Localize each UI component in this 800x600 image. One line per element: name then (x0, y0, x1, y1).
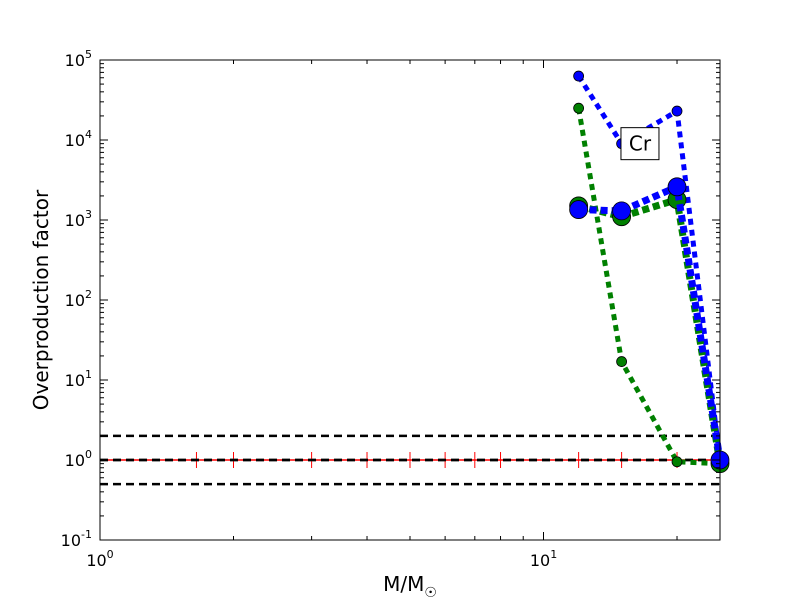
series-0-point-2 (671, 456, 683, 468)
y-tick-label-exponent: 0 (85, 448, 92, 461)
x-axis-label-main: M/M (383, 572, 424, 596)
y-tick-label-base: 10 (65, 131, 85, 150)
series-1-point-2 (671, 105, 683, 117)
y-tick-label: 102 (65, 288, 92, 310)
series-3-point-0 (569, 200, 589, 219)
series-2-line (577, 195, 724, 465)
y-tick-label: 100 (65, 448, 92, 470)
series-1-point-0 (573, 70, 585, 82)
axis-ticks (99, 59, 720, 541)
x-axis-label: M/M☉ (383, 572, 437, 600)
series-0-point-0 (573, 102, 585, 114)
x-tick-label-exponent: 0 (107, 548, 114, 561)
y-tick-label-exponent: 4 (85, 128, 92, 141)
y-tick-label-base: 10 (65, 51, 85, 70)
y-tick-label-exponent: -1 (81, 528, 92, 541)
annotation-frame (620, 127, 660, 161)
annotation-label: Cr (629, 132, 652, 156)
x-tick-label-base: 10 (86, 551, 106, 570)
x-tick-label-exponent: 1 (550, 548, 557, 561)
annotation-box: Cr (620, 127, 660, 161)
series-0-point-1 (616, 356, 628, 367)
y-tick-label-base: 10 (65, 291, 85, 310)
series-3-point-2 (667, 177, 687, 197)
x-tick-label: 101 (530, 548, 557, 570)
y-tick-label-base: 10 (65, 371, 85, 390)
x-axis-label-subscript: ☉ (424, 585, 437, 600)
y-tick-label-exponent: 5 (85, 48, 92, 61)
y-tick-label-base: 10 (65, 451, 85, 470)
y-tick-label-exponent: 2 (85, 288, 92, 301)
x-tick-label-base: 10 (530, 551, 550, 570)
y-tick-label: 104 (65, 128, 92, 150)
y-tick-label-base: 10 (61, 531, 81, 550)
x-tick-label: 100 (86, 548, 113, 570)
y-tick-label: 10-1 (61, 528, 92, 550)
y-tick-label-exponent: 1 (85, 368, 92, 381)
series-3-point-1 (612, 201, 632, 221)
y-axis-label: Overproduction factor (29, 189, 53, 410)
y-tick-label-exponent: 3 (85, 208, 92, 221)
y-tick-label-base: 10 (65, 211, 85, 230)
y-tick-label: 105 (65, 48, 92, 70)
y-tick-label: 101 (65, 368, 92, 390)
y-tick-label: 103 (65, 208, 92, 230)
